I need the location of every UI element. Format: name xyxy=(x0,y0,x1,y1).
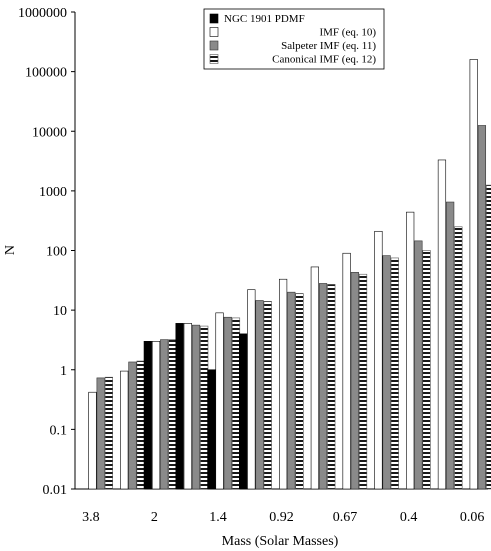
y-tick-label: 1 xyxy=(60,364,67,379)
bar xyxy=(469,59,478,490)
bar xyxy=(486,184,491,490)
bar xyxy=(215,312,224,490)
bar xyxy=(327,284,336,490)
bar xyxy=(310,266,319,490)
legend-label: Salpeter IMF (eq. 11) xyxy=(281,40,376,52)
bar xyxy=(342,252,351,490)
bar xyxy=(382,255,391,490)
bar xyxy=(318,283,328,490)
bar xyxy=(175,323,184,490)
bar xyxy=(88,391,97,490)
bar xyxy=(422,250,431,490)
x-axis-label: Mass (Solar Masses) xyxy=(222,534,339,549)
x-tick-label: 0.67 xyxy=(333,510,358,525)
bar xyxy=(160,339,169,490)
bar xyxy=(104,376,113,490)
bar xyxy=(96,377,105,490)
y-tick-label: 0.01 xyxy=(43,483,68,498)
bar xyxy=(350,272,359,490)
legend: NGC 1901 PDMF IMF (eq. 10)Salpeter IMF (e… xyxy=(203,8,385,70)
y-tick-label: 10000 xyxy=(32,125,67,140)
x-tick-label: 2 xyxy=(151,510,158,525)
y-axis-label: N xyxy=(3,245,18,255)
bar xyxy=(263,301,272,490)
bar xyxy=(231,317,241,490)
bar xyxy=(437,159,447,490)
y-tick-label: 10 xyxy=(53,304,67,319)
bar xyxy=(374,230,383,490)
x-tick-label: 1.4 xyxy=(209,510,227,525)
y-tick-label: 1000000 xyxy=(18,6,67,21)
legend-swatch xyxy=(209,54,219,64)
bar xyxy=(477,125,487,490)
legend-box xyxy=(203,8,385,70)
bar xyxy=(406,211,415,490)
bar xyxy=(247,289,256,490)
x-tick-label: 3.8 xyxy=(82,510,100,525)
y-tick-label: 0.1 xyxy=(50,423,68,438)
plot-area: 0.01 0.1 1 10 100 1000 10000 100000 1000000 3.8 2 1… xyxy=(18,6,491,525)
y-tick-label: 100000 xyxy=(25,66,67,81)
legend-label: NGC 1901 PDMF xyxy=(224,13,305,25)
bar xyxy=(223,316,232,490)
bar xyxy=(128,361,137,490)
bar xyxy=(295,293,304,490)
bar xyxy=(200,325,209,490)
bar xyxy=(278,278,288,490)
legend-label: Canonical IMF (eq. 12) xyxy=(272,54,376,66)
bar xyxy=(143,341,152,490)
bar xyxy=(358,273,368,490)
bar xyxy=(454,226,463,490)
bar xyxy=(151,341,161,490)
bar xyxy=(136,360,145,490)
legend-swatch xyxy=(209,40,219,51)
bar xyxy=(239,333,248,490)
y-tick-label: 100 xyxy=(46,245,67,260)
bar xyxy=(183,323,192,490)
x-tick-label: 0.4 xyxy=(400,510,418,525)
bar xyxy=(120,370,129,490)
bar xyxy=(168,339,177,490)
bar xyxy=(287,291,296,490)
legend-label: IMF (eq. 10) xyxy=(319,27,376,39)
x-tick-label: 0.92 xyxy=(269,510,294,525)
bar xyxy=(414,240,423,490)
bar xyxy=(255,300,264,490)
bar xyxy=(446,201,455,490)
legend-swatch xyxy=(209,27,219,37)
bar xyxy=(191,324,201,490)
legend-swatch xyxy=(209,13,219,24)
bar xyxy=(390,257,399,490)
x-tick-label: 0.06 xyxy=(460,510,485,525)
bar xyxy=(207,369,216,490)
y-tick-label: 1000 xyxy=(39,185,67,200)
